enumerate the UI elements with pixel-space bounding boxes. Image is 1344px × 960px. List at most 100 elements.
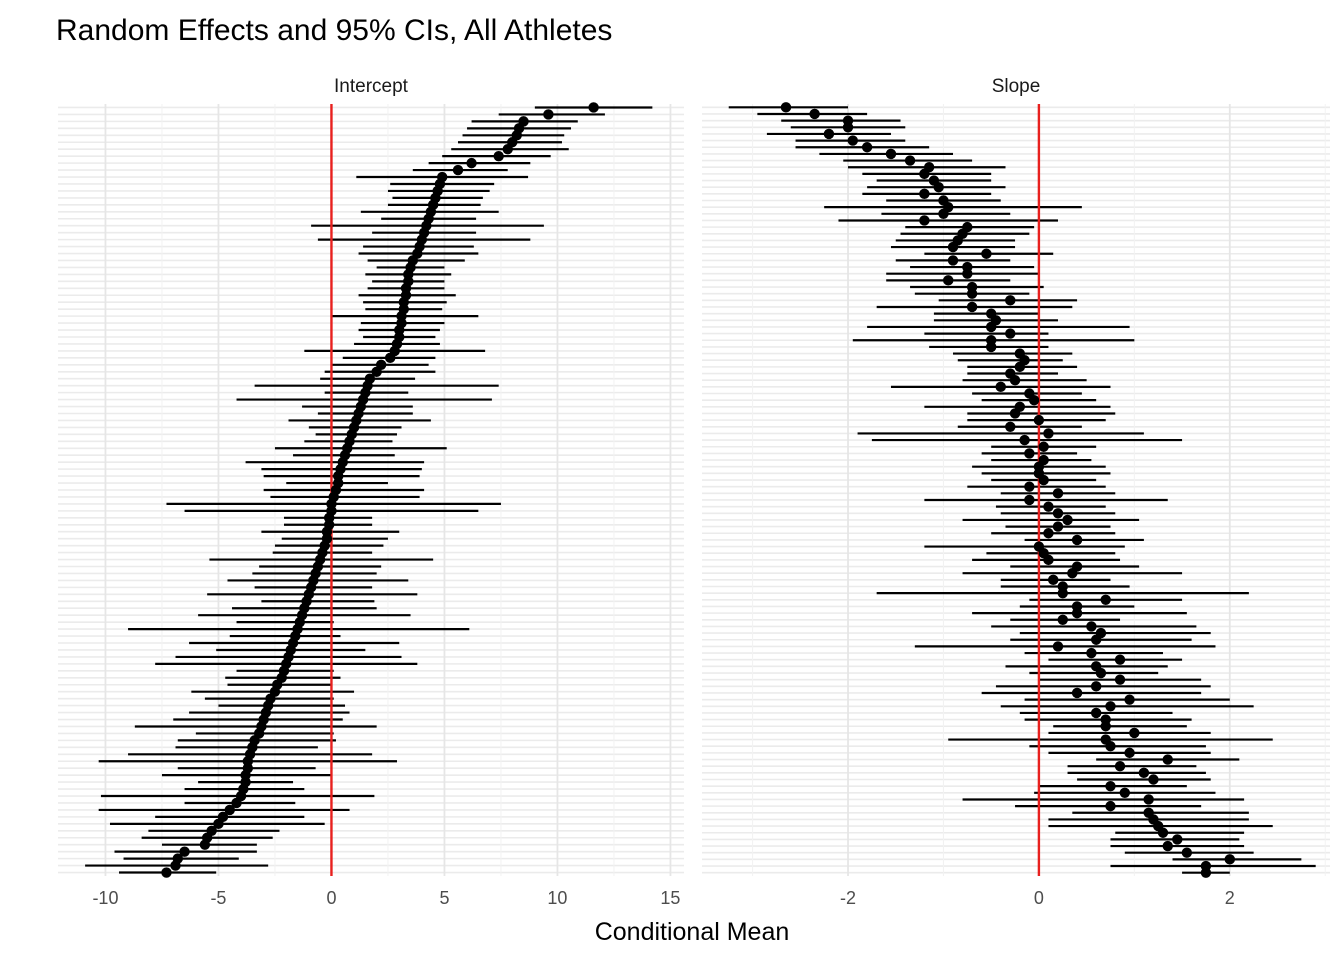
x-tick-label: 5 [439, 888, 449, 908]
point-mean [1052, 508, 1064, 519]
point-mean [938, 208, 949, 220]
point-mean [385, 352, 396, 364]
point-mean [985, 341, 997, 353]
point-mean [1043, 428, 1054, 439]
point-mean [1095, 667, 1107, 679]
point-mean [1067, 567, 1078, 579]
point-mean [1071, 607, 1083, 619]
point-mean [1009, 408, 1021, 419]
point-mean [502, 144, 513, 155]
point-mean [1105, 741, 1116, 752]
point-mean [1086, 647, 1097, 659]
point-mean [1162, 840, 1173, 852]
point-mean [1114, 674, 1126, 685]
point-mean [1181, 847, 1193, 858]
point-mean [1119, 787, 1131, 799]
point-mean [493, 150, 504, 162]
point-mean [1024, 448, 1035, 459]
point-mean [933, 181, 944, 193]
point-mean [919, 168, 930, 180]
point-mean [885, 148, 897, 160]
point-mean [1129, 727, 1140, 739]
point-mean [1014, 361, 1026, 373]
point-mean [966, 288, 978, 299]
point-mean [1100, 721, 1111, 732]
point-mean [962, 268, 973, 279]
point-mean [919, 215, 930, 226]
point-mean [1100, 594, 1111, 606]
point-mean [947, 241, 959, 253]
point-mean [1038, 474, 1049, 486]
point-mean [1157, 827, 1169, 838]
point-mean [842, 122, 854, 133]
x-tick-label: 15 [660, 888, 680, 908]
point-mean [1105, 800, 1116, 812]
point-mean [1062, 514, 1073, 526]
point-mean [371, 366, 382, 377]
panel-slope: Slope -2 0 2 [702, 76, 1330, 908]
point-mean [904, 155, 916, 166]
point-mean [1200, 867, 1212, 878]
point-mean [995, 381, 1006, 393]
point-mean [452, 164, 464, 176]
point-mean [1052, 641, 1064, 652]
point-mean [919, 188, 930, 200]
chart-title: Random Effects and 95% CIs, All Athletes [56, 14, 612, 47]
x-tick-label: -2 [840, 888, 856, 908]
point-mean [985, 321, 997, 333]
x-axis-label: Conditional Mean [595, 918, 790, 946]
x-tick-label: 0 [1034, 888, 1044, 908]
point-mean [861, 142, 873, 153]
point-mean [224, 804, 235, 816]
point-mean [1114, 654, 1126, 665]
point-mean [161, 867, 172, 878]
point-mean [981, 248, 992, 259]
point-mean [1033, 414, 1045, 426]
point-mean [1071, 534, 1083, 546]
point-mean [1028, 394, 1040, 406]
point-mean [1009, 374, 1021, 386]
point-mean [1057, 614, 1068, 625]
point-mean [1086, 621, 1097, 632]
point-mean [1043, 528, 1054, 539]
point-mean [1019, 434, 1030, 446]
point-mean [179, 846, 190, 857]
strip-label-slope: Slope [992, 76, 1041, 97]
panel-intercept: Intercept -10 -5 0 5 10 15 [58, 76, 684, 908]
point-mean [1124, 694, 1135, 705]
point-mean [1024, 481, 1035, 492]
point-mean [170, 860, 181, 871]
point-mean [780, 102, 792, 113]
point-mean [1052, 488, 1064, 499]
x-tick-label: 2 [1225, 888, 1235, 908]
point-mean [1052, 521, 1064, 532]
x-tick-label: -10 [92, 888, 118, 908]
point-mean [588, 102, 599, 113]
point-mean [1143, 794, 1154, 805]
x-tick-label: 10 [547, 888, 567, 908]
point-mean [1124, 747, 1135, 759]
point-mean [1048, 574, 1059, 586]
point-mean [1148, 774, 1159, 785]
point-mean [1162, 754, 1173, 765]
point-mean [1138, 767, 1150, 779]
point-mean [231, 797, 242, 809]
point-mean [1105, 780, 1116, 792]
strip-label-intercept: Intercept [334, 76, 409, 97]
point-mean [966, 301, 978, 313]
point-mean [543, 109, 554, 120]
point-mean [1024, 494, 1035, 506]
point-mean [1172, 834, 1183, 845]
point-mean [466, 157, 477, 169]
point-mean [1090, 707, 1102, 719]
point-mean [1090, 681, 1102, 692]
point-mean [1005, 295, 1016, 306]
point-mean [1071, 687, 1083, 699]
point-mean [199, 839, 211, 850]
point-mean [1005, 328, 1016, 339]
point-mean [1005, 421, 1016, 432]
x-tick-label: 0 [326, 888, 336, 908]
point-mean [1043, 501, 1054, 512]
point-mean [1105, 701, 1116, 712]
